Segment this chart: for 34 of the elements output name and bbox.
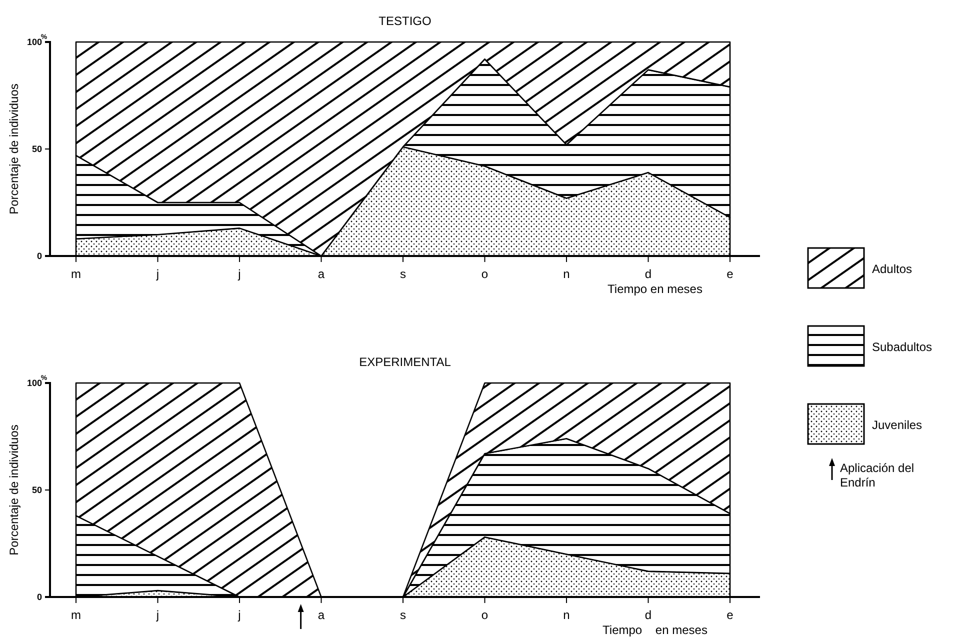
x-tick-label: e: [726, 267, 734, 282]
x-axis-title: Tiempo en meses: [608, 282, 702, 296]
x-tick-label: o: [481, 267, 488, 282]
text: Juveniles: [872, 418, 922, 432]
x-tick-label: m: [71, 608, 81, 622]
x-tick-label: j: [237, 608, 241, 622]
y-tick-label: 50: [32, 484, 42, 495]
x-tick-label: s: [400, 267, 406, 282]
x-tick-label: a: [318, 267, 325, 282]
text: Subadultos: [872, 340, 932, 354]
x-tick-label: j: [155, 267, 160, 282]
x-tick-label: j: [237, 267, 241, 282]
y-tick-label: 0: [36, 592, 42, 602]
x-tick-label: s: [400, 608, 406, 622]
y-axis-title: Porcentaje de individuos: [7, 84, 21, 214]
text: Aplicación del Endrín: [840, 461, 914, 490]
x-tick-label: a: [318, 608, 325, 622]
chart-title: EXPERIMENTAL: [359, 355, 452, 369]
x-tick-label: d: [644, 267, 652, 282]
x-tick-label: n: [563, 267, 570, 282]
x-tick-label: j: [155, 608, 160, 622]
chart-title: TESTIGO: [378, 14, 432, 28]
x-tick-label: n: [563, 608, 570, 622]
x-tick-label: o: [481, 608, 488, 622]
x-tick-label: e: [726, 608, 734, 622]
y-axis-title: Porcentaje de individuos: [7, 424, 21, 556]
x-axis-title: Tiempo en meses: [602, 623, 708, 637]
y-tick-label: 50: [32, 144, 42, 154]
x-tick-label: m: [71, 267, 81, 282]
y-tick-label: 100: [26, 378, 42, 388]
y-tick-label: 100: [26, 36, 42, 47]
x-tick-label: d: [644, 608, 652, 622]
y-tick-label: 0: [36, 250, 42, 261]
text: Adultos: [872, 262, 912, 276]
